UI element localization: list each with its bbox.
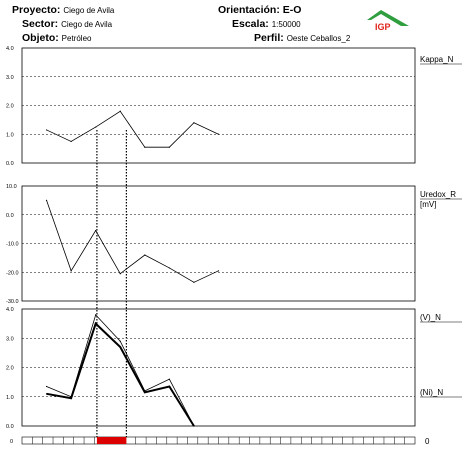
y-tick-label: 0.0 — [6, 213, 14, 219]
orientacion-field: Orientación: E-O — [218, 4, 301, 16]
data-point — [45, 129, 48, 131]
series-label: (Ni)_N — [420, 388, 443, 397]
data-point — [168, 146, 170, 148]
data-point — [119, 340, 121, 342]
logo-text: IGP — [375, 22, 391, 32]
data-point — [144, 391, 146, 393]
y-tick-label: 4.0 — [6, 46, 14, 52]
data-point — [45, 199, 48, 201]
y-tick-label: 2.0 — [6, 366, 14, 372]
perfil-value: Oeste Ceballos_2 — [286, 34, 351, 43]
series-unit: [mV] — [420, 200, 436, 209]
orientacion-value: E-O — [282, 4, 302, 16]
data-point — [95, 229, 97, 232]
y-tick-label: 3.0 — [6, 75, 14, 81]
data-point — [193, 122, 195, 124]
data-point — [168, 385, 170, 388]
sector-label: Sector: — [22, 18, 59, 30]
y-tick-label: -30.0 — [6, 299, 19, 305]
data-point — [70, 397, 72, 399]
objeto-field: Objeto: Petróleo — [22, 32, 91, 44]
sector-value: Ciego de Avila — [61, 20, 113, 29]
data-point — [217, 270, 220, 272]
data-point — [95, 126, 97, 128]
escala-field: Escala: 1:50000 — [232, 18, 301, 30]
series-line — [46, 110, 219, 148]
y-tick-label: 2.0 — [6, 104, 14, 110]
series-label: (V)_N — [420, 313, 441, 322]
baseline-left-label: 0 — [10, 439, 13, 445]
data-point — [119, 110, 121, 112]
y-tick-label: 0.0 — [6, 424, 14, 430]
igp-logo: IGP — [367, 10, 409, 32]
series-label: Uredox_R — [420, 190, 456, 199]
data-point — [119, 346, 121, 348]
data-point — [95, 323, 97, 325]
data-point — [217, 133, 220, 135]
orientacion-label: Orientación: — [218, 4, 280, 16]
proyecto-label: Proyecto: — [12, 4, 61, 16]
perfil-field: Perfil: Oeste Ceballos_2 — [254, 32, 350, 44]
y-tick-label: -10.0 — [6, 242, 19, 248]
y-tick-label: 3.0 — [6, 336, 14, 342]
data-point — [144, 390, 146, 392]
series-label: Kappa_N — [420, 55, 454, 64]
escala-value: 1:50000 — [271, 20, 301, 29]
data-point — [168, 378, 170, 380]
y-tick-label: 4.0 — [6, 307, 14, 313]
data-point — [45, 393, 48, 395]
y-tick-label: -20.0 — [6, 270, 19, 276]
objeto-label: Objeto: — [22, 32, 59, 44]
data-point — [119, 273, 121, 275]
data-point — [193, 281, 195, 283]
data-point — [45, 385, 48, 388]
y-tick-label: 1.0 — [6, 132, 14, 138]
escala-label: Escala: — [232, 18, 269, 30]
data-point — [144, 146, 146, 148]
data-point — [144, 254, 146, 256]
data-point — [168, 267, 170, 269]
y-tick-label: 1.0 — [6, 395, 14, 401]
data-point — [70, 270, 72, 272]
perfil-label: Perfil: — [254, 32, 284, 44]
y-tick-label: 10.0 — [6, 184, 17, 190]
sector-field: Sector: Ciego de Avila — [22, 18, 112, 30]
logo-roof-icon — [367, 10, 409, 26]
data-point — [95, 314, 97, 316]
anomaly-block — [96, 437, 127, 444]
series-line — [46, 200, 219, 283]
objeto-value: Petróleo — [61, 34, 92, 43]
series-line — [46, 321, 195, 427]
proyecto-field: Proyecto: Ciego de Avila — [12, 4, 114, 16]
data-point — [70, 396, 72, 398]
series-line — [46, 314, 195, 427]
proyecto-value: Ciego de Avila — [63, 6, 115, 15]
data-point — [70, 140, 72, 143]
y-tick-label: 0.0 — [6, 161, 14, 167]
baseline-right-label: 0 — [425, 437, 430, 446]
data-point — [193, 425, 195, 427]
